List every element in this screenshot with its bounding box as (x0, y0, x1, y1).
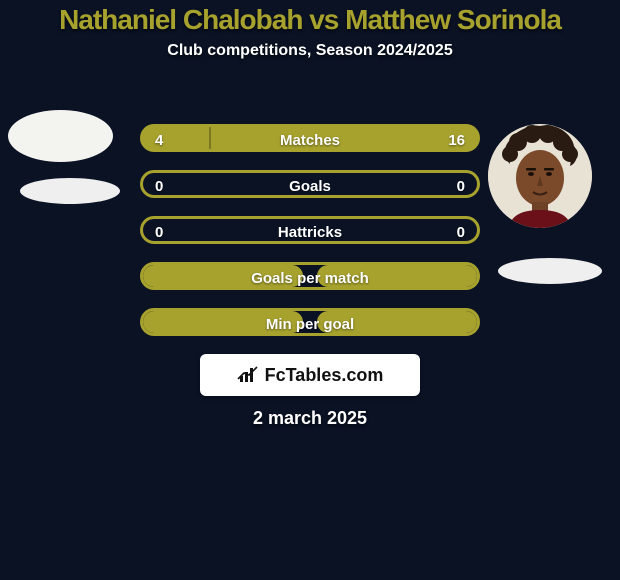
comparison-bars: 416Matches 00Goals 00Hattricks Goals per ma… (140, 124, 480, 354)
player-right-name-oval (498, 258, 602, 284)
stat-label: Goals per match (143, 265, 477, 290)
stat-row-min-per-goal: Min per goal (140, 308, 480, 336)
infographic-date: 2 march 2025 (0, 408, 620, 429)
site-logo: FcTables.com (200, 354, 420, 396)
page-subtitle: Club competitions, Season 2024/2025 (0, 42, 620, 60)
stat-label: Min per goal (143, 311, 477, 336)
stat-label: Hattricks (143, 219, 477, 244)
player-left-avatar (8, 110, 113, 162)
site-logo-text: FcTables.com (265, 365, 384, 386)
player-right-portrait-icon (488, 124, 592, 228)
stat-row-goals: 00Goals (140, 170, 480, 198)
stat-row-matches: 416Matches (140, 124, 480, 152)
stat-row-hattricks: 00Hattricks (140, 216, 480, 244)
page-title: Nathaniel Chalobah vs Matthew Sorinola (0, 0, 620, 36)
stat-label: Goals (143, 173, 477, 198)
bars-chart-icon (237, 366, 259, 384)
player-left-name-oval (20, 178, 120, 204)
stat-row-goals-per-match: Goals per match (140, 262, 480, 290)
stat-label: Matches (143, 127, 477, 152)
player-right-avatar (488, 124, 592, 228)
